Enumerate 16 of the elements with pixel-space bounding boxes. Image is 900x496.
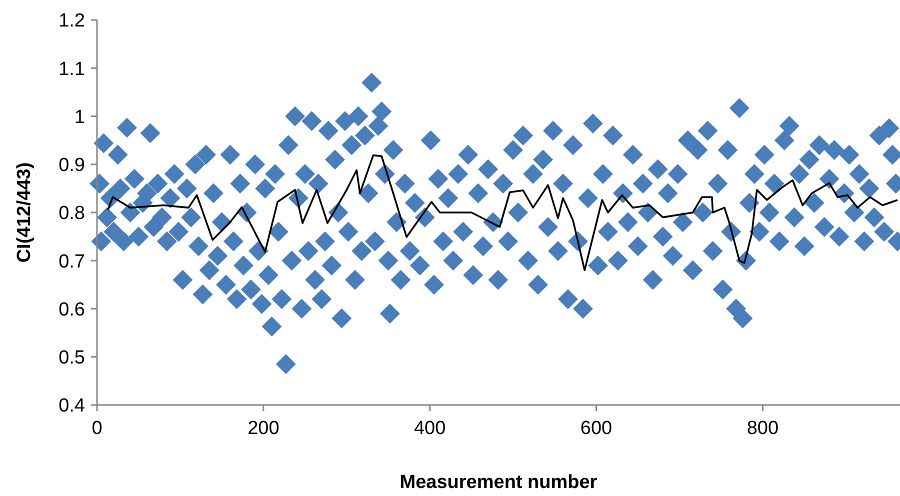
x-tick-label: 400 — [414, 418, 446, 439]
x-tick-label: 200 — [248, 418, 280, 439]
x-tick-label: 800 — [746, 418, 779, 439]
y-tick-label: 0.9 — [58, 155, 85, 176]
y-tick-label: 0.4 — [58, 396, 86, 417]
x-tick-label: 0 — [92, 418, 102, 439]
y-tick-label: 1.1 — [58, 58, 85, 80]
y-tick-label: 1 — [74, 106, 85, 128]
y-axis-title: CI(412/443) — [14, 162, 35, 263]
y-tick-label: 0.8 — [58, 203, 85, 224]
y-tick-label: 0.6 — [58, 299, 85, 320]
y-tick-label: 0.7 — [58, 251, 85, 272]
x-tick-label: 600 — [580, 418, 612, 439]
y-tick-label: 0.5 — [58, 348, 85, 369]
x-axis-title: Measurement number — [400, 472, 598, 493]
y-tick-label: 1.2 — [58, 10, 85, 32]
